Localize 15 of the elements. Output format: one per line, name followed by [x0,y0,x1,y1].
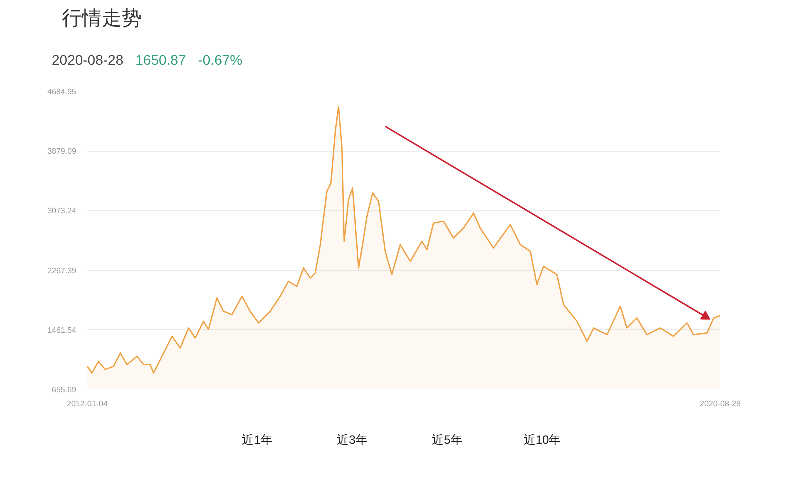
text: 1650.87 [136,52,186,68]
text: -0.67% [198,52,243,68]
text: 近3年 [310,422,395,458]
y-tick-label: 3073.24 [48,206,78,216]
text: 近10年 [500,422,585,458]
y-tick-label: 4684.95 [48,88,78,96]
y-tick-label: 1461.54 [48,326,78,335]
text: 近5年 [405,422,490,458]
y-tick-label: 2267.39 [48,266,78,276]
x-tick-label: 2012-01-04 [67,400,109,408]
text: 近1年 [215,422,300,458]
text: 2020-08-28 [52,52,124,68]
y-tick-label: 3879.09 [48,147,78,156]
y-tick-label: 655.69 [52,386,78,394]
chart-title: 行情走势 [62,7,142,32]
